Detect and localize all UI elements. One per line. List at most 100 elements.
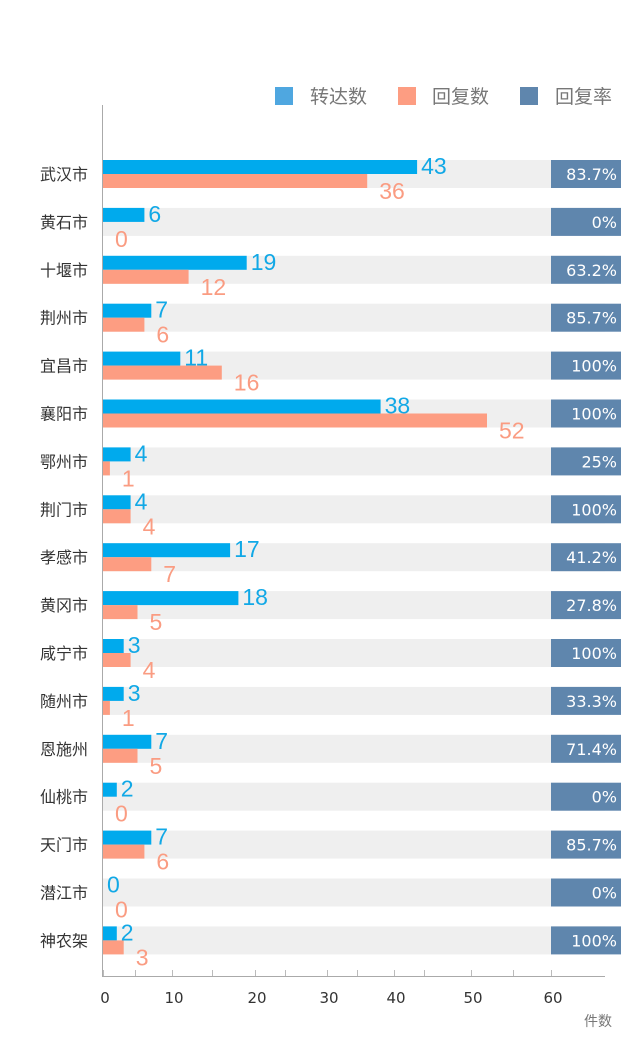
- category-label: 鄂州市: [40, 452, 88, 471]
- legend-label-rate: 回复率: [555, 86, 612, 108]
- data-label-reply: 0: [115, 801, 128, 827]
- category-row: 恩施州 75 71.4%: [40, 728, 621, 779]
- bar-reply: [103, 700, 110, 715]
- data-label-reply: 1: [122, 465, 135, 491]
- category-row: 黄石市 60 0%: [40, 201, 621, 252]
- data-label-forward: 3: [128, 680, 141, 706]
- category-label: 襄阳市: [40, 405, 88, 424]
- bar-forward: [103, 639, 124, 653]
- data-label-forward: 18: [242, 584, 268, 610]
- category-label: 武汉市: [40, 165, 88, 184]
- category-row: 襄阳市 38 52 100%: [40, 393, 621, 444]
- bar-reply: [103, 174, 368, 188]
- category-row: 荆门市 44 100%: [40, 488, 621, 539]
- bar-forward: [103, 447, 131, 462]
- data-label-forward: 19: [251, 249, 277, 275]
- category-row: 随州市 31 33.3%: [40, 680, 621, 731]
- rate-label: 85.7%: [566, 309, 617, 328]
- rate-box: [551, 543, 621, 572]
- rate-box: [551, 303, 621, 332]
- data-label-reply: 3: [136, 944, 149, 970]
- bar-reply: [103, 844, 145, 859]
- row-background: [103, 734, 605, 763]
- category-row: 孝感市 17 7 41.2%: [40, 536, 621, 587]
- data-label-forward: 7: [155, 297, 168, 323]
- data-label-forward: 38: [385, 393, 411, 419]
- x-tick-label: 20: [247, 989, 266, 1007]
- bar-reply: [103, 269, 189, 284]
- category-label: 十堰市: [40, 261, 88, 280]
- rate-label: 0%: [592, 213, 617, 232]
- bar-reply: [103, 317, 145, 332]
- x-tick-label: 50: [463, 989, 482, 1007]
- bar-forward: [103, 399, 381, 414]
- data-label-forward: 4: [135, 440, 148, 466]
- category-row: 宜昌市 11 16 100%: [40, 345, 621, 396]
- bar-reply: [103, 557, 152, 572]
- x-tick-label: 40: [386, 989, 405, 1007]
- data-label-reply: 36: [379, 178, 405, 204]
- x-axis-ticks: 0 10 20 30 40 50 60: [100, 970, 563, 1007]
- bar-forward: [103, 303, 152, 318]
- bar-reply: [103, 365, 222, 380]
- rate-box: [551, 591, 621, 620]
- bar-forward: [103, 160, 418, 174]
- data-label-reply: 12: [201, 274, 227, 300]
- rate-box: [551, 351, 621, 380]
- row-background: [103, 686, 605, 715]
- x-tick-label: 10: [164, 989, 183, 1007]
- category-row: 咸宁市 34 100%: [40, 632, 621, 683]
- data-label-forward: 7: [155, 728, 168, 754]
- bar-forward: [103, 782, 117, 797]
- category-row: 潜江市 00 0%: [40, 872, 621, 923]
- rate-label: 63.2%: [566, 261, 617, 280]
- legend-swatch-reply: [398, 87, 416, 105]
- row-background: [103, 495, 605, 524]
- rate-box: [551, 830, 621, 859]
- data-label-reply: 4: [143, 513, 156, 539]
- data-label-forward: 6: [148, 201, 161, 227]
- data-label-forward: 0: [107, 872, 120, 898]
- rate-box: [551, 255, 621, 284]
- data-label-forward: 11: [184, 345, 208, 371]
- category-row: 十堰市 19 12 63.2%: [40, 249, 621, 300]
- rate-label: 100%: [571, 357, 617, 376]
- bar-reply: [103, 940, 124, 955]
- row-background: [103, 447, 605, 476]
- data-label-forward: 43: [421, 153, 447, 179]
- category-label: 仙桃市: [40, 788, 88, 807]
- rate-label: 100%: [571, 500, 617, 519]
- rate-label: 33.3%: [566, 692, 617, 711]
- rate-box: [551, 878, 621, 907]
- category-row: 仙桃市 20 0%: [40, 776, 621, 827]
- rate-box: [551, 160, 621, 188]
- category-row: 黄冈市 18 5 27.8%: [40, 584, 621, 635]
- data-label-forward: 2: [121, 776, 134, 802]
- bar-forward: [103, 351, 181, 366]
- bar-forward: [103, 686, 124, 701]
- bar-forward: [103, 734, 152, 749]
- category-label: 黄冈市: [40, 596, 88, 615]
- row-background: [103, 639, 605, 667]
- data-label-reply: 0: [115, 226, 128, 252]
- rate-box: [551, 686, 621, 715]
- rate-label: 85.7%: [566, 836, 617, 855]
- rate-box: [551, 639, 621, 667]
- data-label-reply: 6: [156, 849, 169, 875]
- data-label-reply: 4: [143, 657, 156, 683]
- row-background: [103, 926, 605, 955]
- x-tick-label: 60: [543, 989, 562, 1007]
- data-label-reply: 6: [156, 322, 169, 348]
- category-label: 荆州市: [40, 309, 88, 328]
- data-label-reply: 1: [122, 705, 135, 731]
- category-row: 武汉市 43 36 83.7%: [40, 153, 621, 204]
- bar-forward: [103, 207, 145, 222]
- row-background: [103, 878, 605, 907]
- bar-forward: [103, 926, 117, 941]
- rate-label: 100%: [571, 931, 617, 950]
- data-label-reply: 7: [163, 561, 176, 587]
- data-label-forward: 3: [128, 632, 141, 658]
- rate-box: [551, 782, 621, 811]
- rate-label: 41.2%: [566, 548, 617, 567]
- rate-box: [551, 207, 621, 236]
